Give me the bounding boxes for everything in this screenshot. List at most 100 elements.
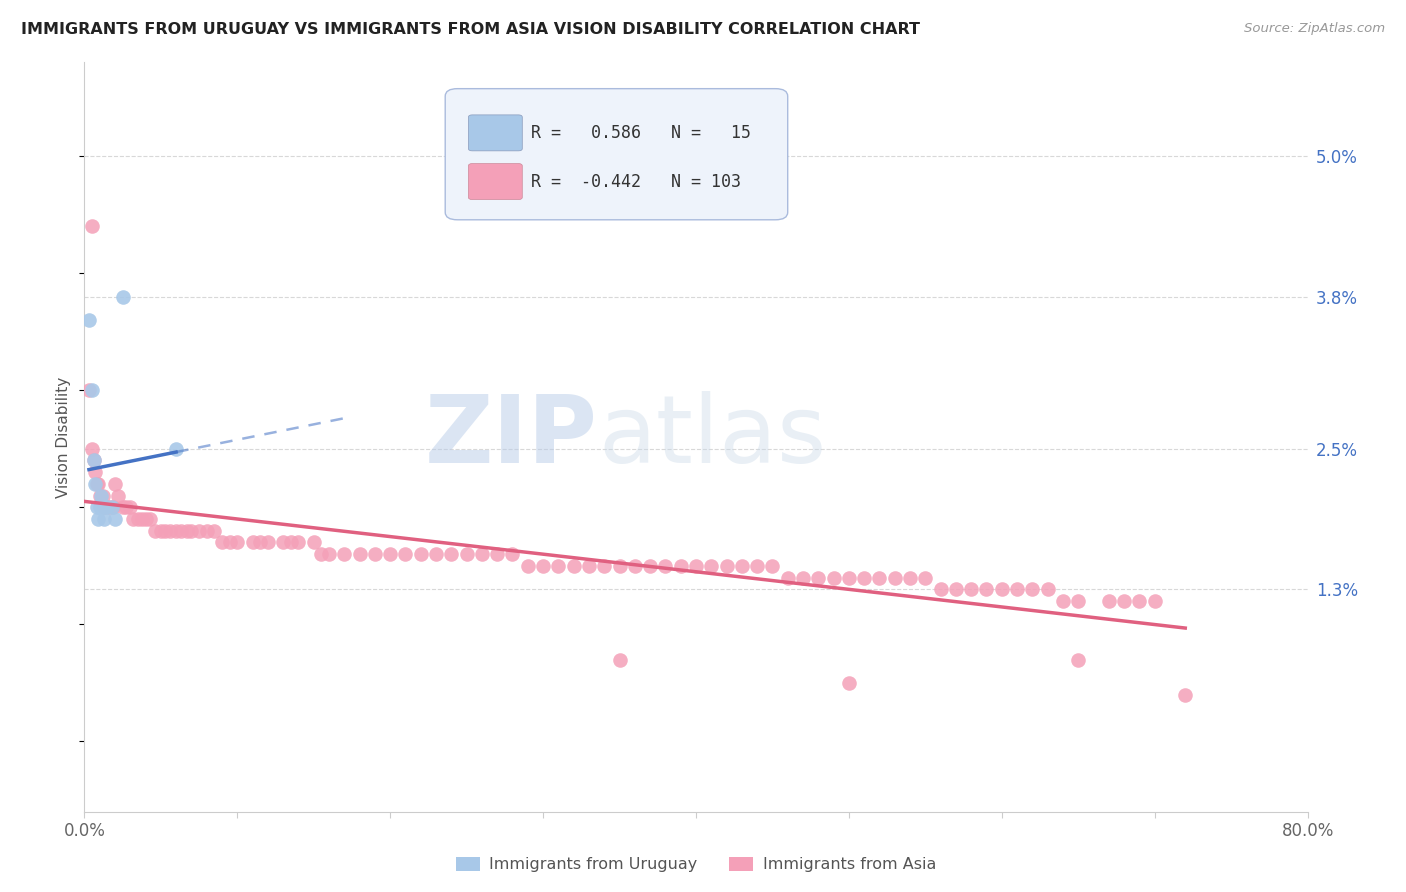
Text: ZIP: ZIP bbox=[425, 391, 598, 483]
Point bbox=[77, 384, 100, 398]
Point bbox=[869, 571, 891, 585]
Point bbox=[176, 524, 198, 538]
Point bbox=[114, 500, 136, 515]
Point bbox=[104, 512, 127, 526]
Point bbox=[364, 547, 387, 561]
Point bbox=[700, 558, 723, 573]
Point bbox=[425, 547, 447, 561]
Point bbox=[624, 558, 647, 573]
FancyBboxPatch shape bbox=[468, 115, 522, 151]
Point bbox=[609, 652, 631, 666]
Point bbox=[1021, 582, 1043, 597]
Point bbox=[685, 558, 707, 573]
Point bbox=[838, 571, 860, 585]
Point bbox=[107, 489, 129, 503]
FancyBboxPatch shape bbox=[446, 88, 787, 219]
Point bbox=[155, 524, 177, 538]
Point bbox=[747, 558, 769, 573]
Point bbox=[83, 453, 105, 467]
Point bbox=[271, 535, 294, 549]
Point bbox=[91, 489, 114, 503]
Point bbox=[170, 524, 193, 538]
Point bbox=[96, 500, 118, 515]
Point bbox=[593, 558, 616, 573]
Point bbox=[807, 571, 830, 585]
Point bbox=[280, 535, 302, 549]
Point bbox=[1174, 688, 1197, 702]
Point bbox=[80, 442, 103, 456]
Point bbox=[195, 524, 218, 538]
Point bbox=[394, 547, 416, 561]
Point bbox=[84, 476, 107, 491]
Legend: Immigrants from Uruguay, Immigrants from Asia: Immigrants from Uruguay, Immigrants from… bbox=[450, 850, 942, 879]
Point bbox=[111, 289, 134, 303]
Point bbox=[242, 535, 264, 549]
Point bbox=[86, 500, 108, 515]
Point bbox=[86, 476, 108, 491]
Point bbox=[104, 476, 127, 491]
Point bbox=[440, 547, 463, 561]
Text: IMMIGRANTS FROM URUGUAY VS IMMIGRANTS FROM ASIA VISION DISABILITY CORRELATION CH: IMMIGRANTS FROM URUGUAY VS IMMIGRANTS FR… bbox=[21, 22, 920, 37]
Point bbox=[91, 500, 114, 515]
Point bbox=[311, 547, 333, 561]
Point bbox=[80, 219, 103, 234]
Point bbox=[914, 571, 936, 585]
Point bbox=[84, 465, 107, 479]
Point bbox=[776, 571, 799, 585]
Point bbox=[127, 512, 149, 526]
Point bbox=[135, 512, 157, 526]
Point bbox=[1036, 582, 1059, 597]
Point bbox=[562, 558, 585, 573]
Point bbox=[380, 547, 402, 561]
Point bbox=[131, 512, 153, 526]
Point bbox=[218, 535, 240, 549]
Point bbox=[409, 547, 432, 561]
Point bbox=[731, 558, 754, 573]
Point bbox=[1052, 594, 1074, 608]
Point bbox=[159, 524, 181, 538]
Point bbox=[257, 535, 280, 549]
Point bbox=[349, 547, 371, 561]
Point bbox=[211, 535, 233, 549]
Point bbox=[929, 582, 952, 597]
Point bbox=[143, 524, 166, 538]
Point bbox=[89, 489, 111, 503]
Point bbox=[93, 512, 115, 526]
Point bbox=[976, 582, 998, 597]
Point bbox=[716, 558, 738, 573]
Point bbox=[202, 524, 225, 538]
Point bbox=[1067, 652, 1090, 666]
Point bbox=[188, 524, 211, 538]
Point bbox=[502, 547, 524, 561]
Point bbox=[1098, 594, 1121, 608]
Point bbox=[609, 558, 631, 573]
Point bbox=[165, 524, 187, 538]
Point bbox=[87, 476, 110, 491]
Point bbox=[87, 512, 110, 526]
Point bbox=[945, 582, 967, 597]
Point bbox=[1114, 594, 1136, 608]
Point bbox=[1067, 594, 1090, 608]
Point bbox=[98, 500, 121, 515]
Y-axis label: Vision Disability: Vision Disability bbox=[56, 376, 72, 498]
Point bbox=[103, 500, 125, 515]
Point bbox=[516, 558, 538, 573]
Point bbox=[792, 571, 814, 585]
Point bbox=[83, 453, 105, 467]
Point bbox=[149, 524, 172, 538]
Point bbox=[578, 558, 600, 573]
Text: atlas: atlas bbox=[598, 391, 827, 483]
Point bbox=[287, 535, 309, 549]
Point bbox=[883, 571, 905, 585]
Point bbox=[853, 571, 876, 585]
Text: R =  -0.442   N = 103: R = -0.442 N = 103 bbox=[531, 172, 741, 191]
FancyBboxPatch shape bbox=[468, 163, 522, 200]
Point bbox=[1128, 594, 1150, 608]
Point bbox=[180, 524, 202, 538]
Point bbox=[226, 535, 249, 549]
Point bbox=[898, 571, 921, 585]
Point bbox=[89, 500, 111, 515]
Point bbox=[96, 500, 118, 515]
Point bbox=[101, 500, 124, 515]
Point bbox=[139, 512, 162, 526]
